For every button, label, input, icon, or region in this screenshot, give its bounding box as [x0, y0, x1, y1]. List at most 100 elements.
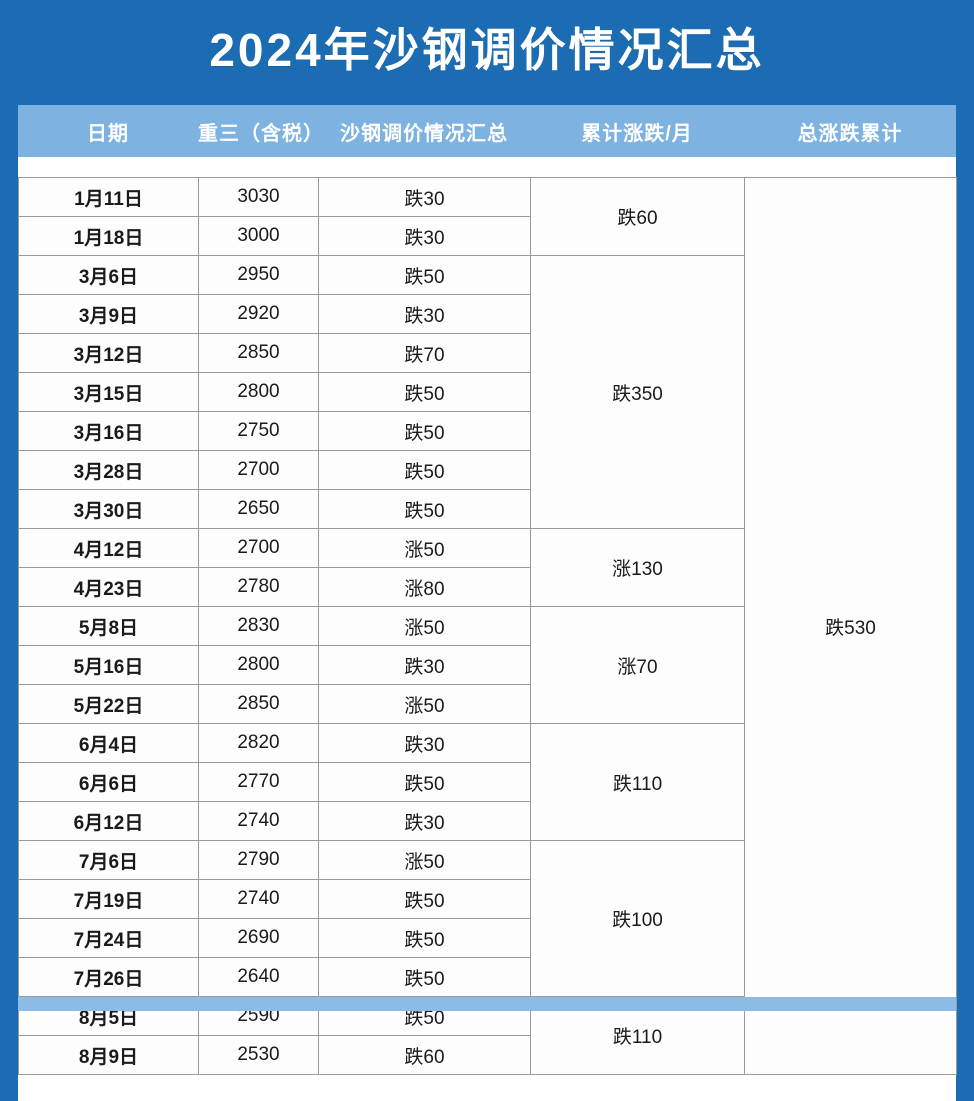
- cell-date: 3月28日: [18, 450, 199, 490]
- column-header-total: 总涨跌累计: [797, 122, 903, 145]
- cell-price: 2740: [198, 801, 319, 841]
- cell-price: 2790: [198, 840, 319, 880]
- cell-price: 2700: [198, 528, 319, 568]
- cell-price: 2780: [198, 567, 319, 607]
- cell-price: 2650: [198, 489, 319, 529]
- cell-change: 跌30: [318, 801, 531, 841]
- cell-price: 3030: [198, 177, 319, 217]
- cell-date: 3月12日: [18, 333, 199, 373]
- table-row: 1月18日 3000 跌30: [18, 216, 957, 256]
- cell-change: 跌50: [318, 255, 531, 295]
- footer-strip: [18, 997, 956, 1011]
- cell-change: 跌50: [318, 489, 531, 529]
- cell-monthly-total: 跌110: [530, 723, 745, 841]
- cell-date: 3月15日: [18, 372, 199, 412]
- header-gap-strip: [18, 157, 956, 177]
- cell-date: 6月4日: [18, 723, 199, 763]
- cell-date: 6月6日: [18, 762, 199, 802]
- cell-change: 跌50: [318, 411, 531, 451]
- cell-change: 涨50: [318, 528, 531, 568]
- cell-date: 3月16日: [18, 411, 199, 451]
- cell-change: 跌50: [318, 450, 531, 490]
- cell-date: 7月26日: [18, 957, 199, 997]
- cell-price: 2800: [198, 645, 319, 685]
- spreadsheet-sheet: 日期 重三（含税） 沙钢调价情况汇总 累计涨跌/月 总涨跌累计 1月11日 303…: [18, 105, 957, 1101]
- cell-price: 2640: [198, 957, 319, 997]
- cell-change: 跌30: [318, 294, 531, 334]
- cell-monthly-total: 涨130: [530, 528, 745, 607]
- cell-grand-total: 跌530: [744, 177, 957, 1075]
- cell-date: 1月18日: [18, 216, 199, 256]
- cell-price: 2850: [198, 333, 319, 373]
- cell-change: 涨80: [318, 567, 531, 607]
- cell-date: 4月12日: [18, 528, 199, 568]
- column-header-change: 沙钢调价情况汇总: [340, 122, 508, 145]
- cell-date: 7月19日: [18, 879, 199, 919]
- table-row: 7月6日 2790 涨50 跌100: [18, 840, 957, 997]
- cell-price: 2950: [198, 255, 319, 295]
- table-row: 1月11日 3030 跌30 跌60 跌530: [18, 177, 957, 1075]
- cell-date: 6月12日: [18, 801, 199, 841]
- page-title: 2024年沙钢调价情况汇总: [209, 24, 765, 76]
- cell-change: 跌50: [318, 762, 531, 802]
- cell-price: 2820: [198, 723, 319, 763]
- cell-change: 跌50: [318, 372, 531, 412]
- cell-date: 3月30日: [18, 489, 199, 529]
- cell-change: 涨50: [318, 840, 531, 880]
- cell-price: 3000: [198, 216, 319, 256]
- cell-price: 2830: [198, 606, 319, 646]
- cell-date: 7月6日: [18, 840, 199, 880]
- cell-monthly-total: 跌350: [530, 255, 745, 529]
- table-row: 7月19日 2740 跌50: [18, 879, 957, 919]
- price-adjustment-table: 1月11日 3030 跌30 跌60 跌530 1月18日 3000 跌30 3月6日 2950 跌…: [18, 177, 957, 1075]
- cell-change: 跌30: [318, 723, 531, 763]
- cell-date: 4月23日: [18, 567, 199, 607]
- table-row: 4月12日 2700 涨50 涨130: [18, 528, 957, 607]
- cell-date: 5月16日: [18, 645, 199, 685]
- cell-price: 2770: [198, 762, 319, 802]
- table-row: 5月22日 2850 涨50: [18, 684, 957, 724]
- cell-change: 跌60: [318, 1035, 531, 1075]
- cell-change: 跌70: [318, 333, 531, 373]
- table-row: 3月15日 2800 跌50: [18, 372, 957, 412]
- table-row: 3月6日 2950 跌50 跌350: [18, 255, 957, 529]
- cell-date: 5月22日: [18, 684, 199, 724]
- cell-monthly-total: 跌60: [530, 177, 745, 256]
- table-row: 6月6日 2770 跌50: [18, 762, 957, 802]
- cell-monthly-total: 涨70: [530, 606, 745, 724]
- cell-change: 跌30: [318, 177, 531, 217]
- cell-price: 2800: [198, 372, 319, 412]
- cell-change: 跌50: [318, 879, 531, 919]
- table-row: 6月12日 2740 跌30: [18, 801, 957, 841]
- column-header-band: 日期 重三（含税） 沙钢调价情况汇总 累计涨跌/月 总涨跌累计: [18, 105, 956, 157]
- column-header-date: 日期: [87, 122, 129, 145]
- table-row: 4月23日 2780 涨80: [18, 567, 957, 607]
- table-row: 5月8日 2830 涨50 涨70: [18, 606, 957, 724]
- cell-date: 5月8日: [18, 606, 199, 646]
- cell-change: 涨50: [318, 684, 531, 724]
- column-header-month: 累计涨跌/月: [581, 122, 693, 145]
- cell-price: 2750: [198, 411, 319, 451]
- column-header-price: 重三（含税）: [198, 122, 324, 145]
- table-row: 7月26日 2640 跌50: [18, 957, 957, 997]
- cell-price: 2920: [198, 294, 319, 334]
- table-row: 3月30日 2650 跌50: [18, 489, 957, 529]
- cell-change: 涨50: [318, 606, 531, 646]
- cell-price: 2850: [198, 684, 319, 724]
- cell-date: 3月9日: [18, 294, 199, 334]
- cell-change: 跌30: [318, 645, 531, 685]
- cell-date: 3月6日: [18, 255, 199, 295]
- cell-price: 2740: [198, 879, 319, 919]
- title-bar: 2024年沙钢调价情况汇总: [0, 0, 974, 100]
- cell-monthly-total: 跌100: [530, 840, 745, 997]
- cell-price: 2700: [198, 450, 319, 490]
- table-row: 3月9日 2920 跌30: [18, 294, 957, 334]
- table-row: 3月12日 2850 跌70: [18, 333, 957, 373]
- cell-price: 2690: [198, 918, 319, 958]
- table-row: 3月28日 2700 跌50: [18, 450, 957, 490]
- cell-date: 8月9日: [18, 1035, 199, 1075]
- cell-change: 跌50: [318, 957, 531, 997]
- sheet-bottom-filler: [18, 1075, 956, 1101]
- cell-change: 跌30: [318, 216, 531, 256]
